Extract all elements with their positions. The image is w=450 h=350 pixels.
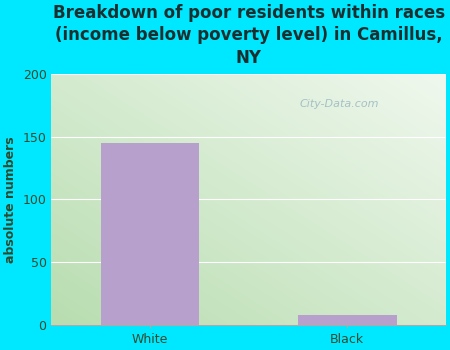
Title: Breakdown of poor residents within races
(income below poverty level) in Camillu: Breakdown of poor residents within races… (53, 4, 445, 66)
Y-axis label: absolute numbers: absolute numbers (4, 136, 17, 263)
Bar (298, 315, 396, 325)
Bar (101, 143, 199, 325)
Text: City-Data.com: City-Data.com (300, 99, 379, 109)
